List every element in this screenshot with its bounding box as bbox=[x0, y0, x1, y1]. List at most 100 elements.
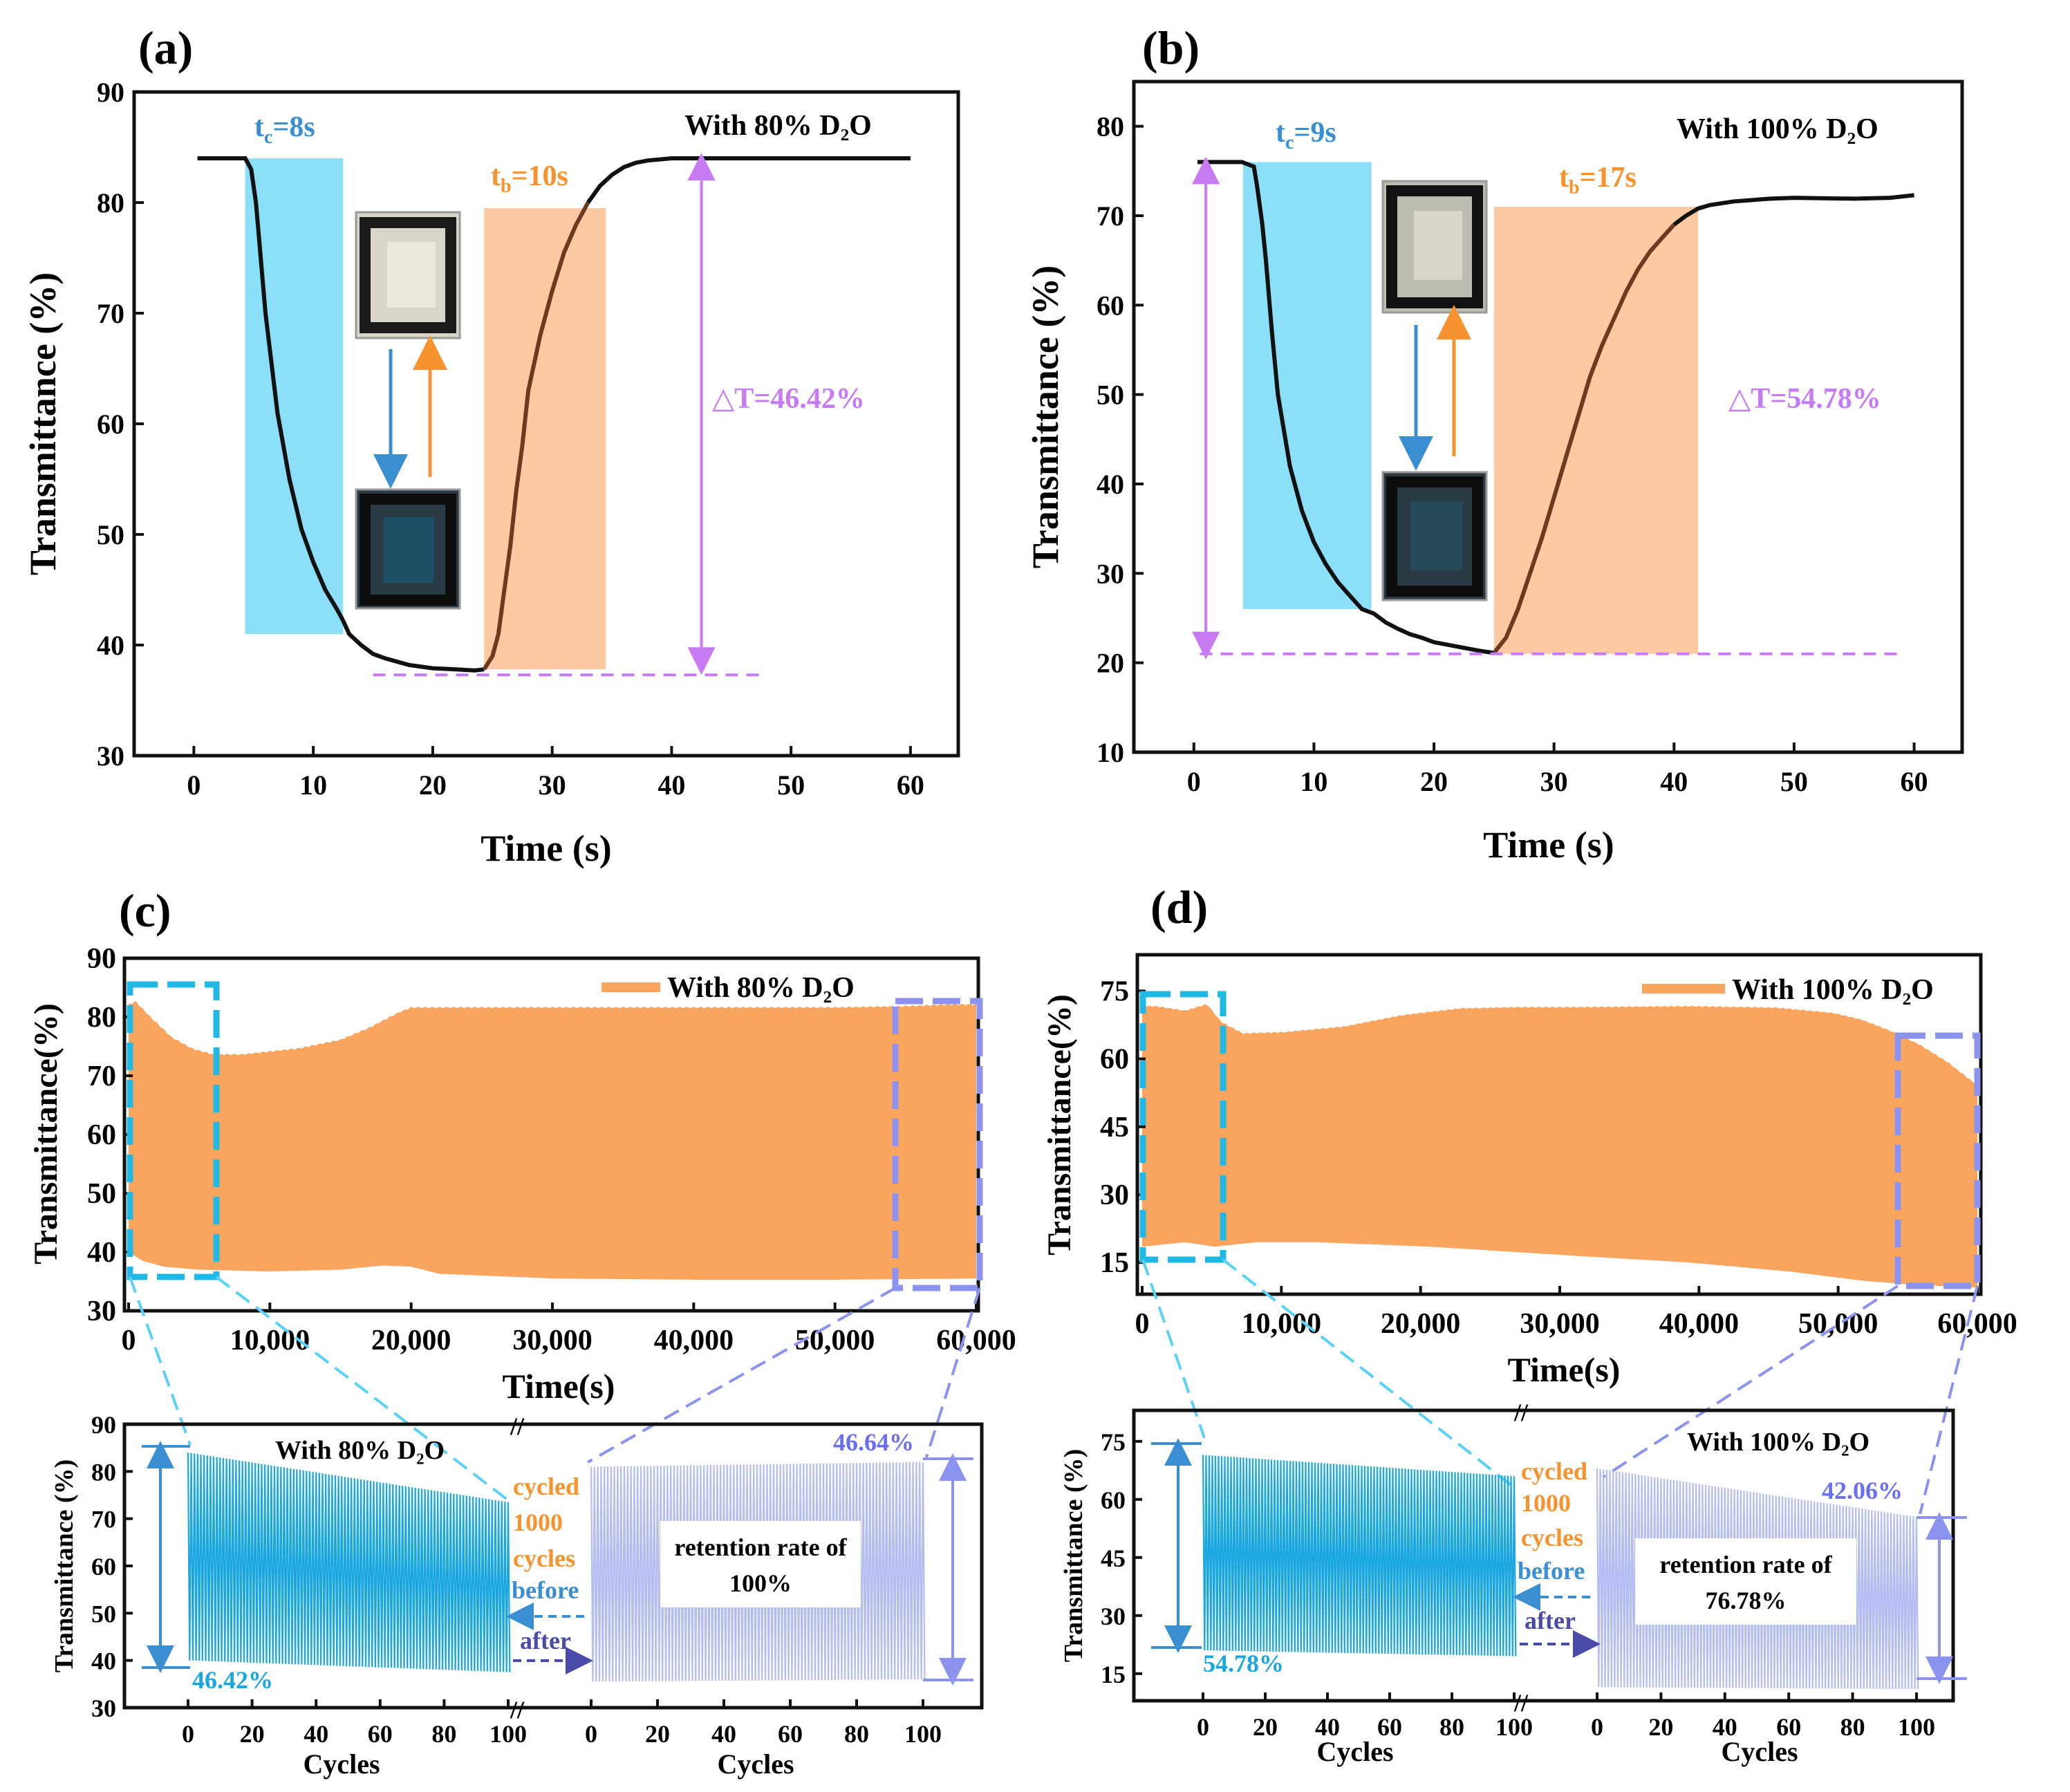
panel-c-inset-xlabel-right: Cycles bbox=[717, 1748, 794, 1780]
panel-d-axis-break: // bbox=[1513, 1689, 1529, 1717]
panel-d-xlabel: Time(s) bbox=[1508, 1350, 1621, 1389]
panel-c-connector bbox=[215, 1276, 510, 1502]
y-tick-label: 30 bbox=[91, 1695, 116, 1722]
panel-d-inset-cycled: 1000 bbox=[1521, 1489, 1571, 1517]
x-tick-label: 40 bbox=[304, 1720, 328, 1748]
x-tick-label: 80 bbox=[844, 1720, 869, 1748]
panel-d-inset-legend: With 100% D₂O bbox=[1687, 1428, 1869, 1457]
y-tick-label: 30 bbox=[97, 740, 124, 772]
panel-d-inset-xlabel-left: Cycles bbox=[1316, 1736, 1393, 1767]
y-tick-label: 45 bbox=[1100, 1112, 1129, 1144]
panel-a: (a) 30 40 50 60 70 80 90 0 10 20 30 40 50 60 With 80%… bbox=[22, 21, 960, 869]
y-tick-label: 60 bbox=[91, 1553, 116, 1580]
panel-d-label: (d) bbox=[1150, 881, 1208, 933]
panel-d-connector bbox=[1919, 1285, 1979, 1515]
panel-d-cycling-band bbox=[1142, 1004, 1977, 1288]
x-tick-label: 50,000 bbox=[1798, 1308, 1878, 1340]
panel-b-xlabel: Time (s) bbox=[1483, 824, 1614, 866]
panel-d-inset-before: before bbox=[1518, 1557, 1585, 1585]
y-tick-label: 60 bbox=[97, 409, 124, 440]
y-tick-label: 15 bbox=[1101, 1661, 1126, 1688]
x-tick-label: 20 bbox=[1253, 1713, 1278, 1741]
y-tick-label: 15 bbox=[1100, 1247, 1129, 1279]
x-tick-label: 40 bbox=[1713, 1713, 1737, 1741]
y-tick-label: 45 bbox=[1101, 1544, 1126, 1572]
y-tick-label: 50 bbox=[87, 1178, 116, 1210]
y-tick-label: 50 bbox=[91, 1600, 116, 1627]
x-tick-label: 20 bbox=[1648, 1713, 1673, 1741]
panel-c-connector bbox=[925, 1287, 981, 1458]
x-tick-label: 30 bbox=[1540, 766, 1568, 797]
y-tick-label: 30 bbox=[1101, 1603, 1126, 1630]
panel-d-inset-retention-box bbox=[1635, 1538, 1856, 1625]
panel-c-inset-retention: retention rate of bbox=[674, 1533, 847, 1561]
x-tick-label: 20 bbox=[419, 769, 447, 801]
x-tick-label: 60 bbox=[897, 769, 924, 801]
x-tick-label: 30,000 bbox=[512, 1325, 593, 1356]
y-tick-label: 70 bbox=[91, 1506, 116, 1533]
x-tick-label: 0 bbox=[122, 1325, 136, 1356]
panel-c-inset-legend: With 80% D₂O bbox=[275, 1436, 445, 1465]
y-tick-label: 20 bbox=[1097, 648, 1124, 679]
panel-c-inset-ylabel: Transmittance (%) bbox=[50, 1459, 79, 1673]
panel-c-inset-cycled: 1000 bbox=[513, 1509, 563, 1536]
y-tick-label: 75 bbox=[1101, 1428, 1126, 1456]
y-tick-label: 40 bbox=[97, 630, 124, 661]
before-cycles-trace bbox=[187, 1452, 511, 1672]
x-tick-label: 10 bbox=[1300, 766, 1327, 797]
x-tick-label: 60 bbox=[368, 1720, 393, 1748]
device-photo-icon bbox=[1381, 471, 1488, 601]
y-tick-label: 70 bbox=[87, 1061, 116, 1092]
x-tick-label: 10,000 bbox=[230, 1325, 310, 1356]
panel-a-tb-label: tb=10s bbox=[491, 160, 568, 197]
panel-b: (b) 10 20 30 40 50 60 70 80 0 10 20 30 40 50 60 With 1… bbox=[1025, 21, 1964, 866]
panel-b-label: (b) bbox=[1142, 21, 1200, 74]
panel-a-shaded-regions bbox=[245, 158, 606, 670]
panel-b-ylabel: Transmittance (%) bbox=[1025, 265, 1066, 568]
panel-c-inset-retention: 100% bbox=[729, 1569, 792, 1597]
y-tick-label: 90 bbox=[87, 943, 116, 975]
x-tick-label: 0 bbox=[1591, 1713, 1603, 1741]
x-tick-label: 10 bbox=[299, 769, 327, 801]
x-tick-label: 100 bbox=[489, 1720, 527, 1748]
panel-c-legend: With 80% D₂O bbox=[667, 972, 855, 1004]
y-tick-label: 10 bbox=[1097, 737, 1124, 768]
panel-d-connector bbox=[1222, 1258, 1514, 1488]
x-tick-label: 20 bbox=[1420, 766, 1448, 797]
panel-d-ticks: 15 30 45 60 75 0 10,000 20,000 30,000 40,000 50,00… bbox=[1100, 976, 2017, 1340]
y-tick-label: 70 bbox=[1097, 200, 1124, 232]
panel-c-inset-right-delta: 46.64% bbox=[833, 1428, 914, 1456]
x-tick-label: 50 bbox=[777, 769, 805, 801]
device-photo-icon bbox=[1381, 180, 1488, 314]
x-tick-label: 20 bbox=[240, 1720, 265, 1748]
panel-d-connector bbox=[1601, 1285, 1899, 1479]
x-tick-label: 20 bbox=[645, 1720, 670, 1748]
x-tick-label: 60 bbox=[1377, 1713, 1402, 1741]
y-tick-label: 75 bbox=[1100, 976, 1129, 1007]
y-tick-label: 80 bbox=[91, 1458, 116, 1486]
panel-d-zoom-box-first bbox=[1139, 991, 1227, 1263]
x-tick-label: 0 bbox=[1187, 766, 1201, 797]
panel-a-legend: With 80% D₂O bbox=[684, 110, 872, 142]
panel-b-series-line bbox=[1197, 160, 1914, 655]
panel-d-ylabel: Transmittance(%) bbox=[1041, 994, 1078, 1256]
y-tick-label: 80 bbox=[87, 1002, 116, 1034]
panel-d-inset-frame bbox=[1132, 1408, 1955, 1703]
x-tick-label: 60 bbox=[778, 1720, 803, 1748]
panel-a-ylabel: Transmittance (%) bbox=[22, 272, 64, 575]
y-tick-label: 30 bbox=[1097, 558, 1124, 589]
x-tick-label: 80 bbox=[1439, 1713, 1464, 1741]
y-tick-label: 30 bbox=[1100, 1179, 1129, 1211]
panel-b-delta-label: △T=54.78% bbox=[1728, 383, 1881, 415]
panel-c-zoom-box-first bbox=[127, 981, 220, 1280]
panel-a-delta-label: △T=46.42% bbox=[712, 383, 865, 415]
panel-d-inset-after: after bbox=[1524, 1607, 1576, 1634]
panel-c-ylabel: Transmittance(%) bbox=[28, 1003, 64, 1264]
y-tick-label: 30 bbox=[87, 1296, 116, 1327]
x-tick-label: 80 bbox=[1840, 1713, 1865, 1741]
y-tick-label: 90 bbox=[91, 1411, 116, 1439]
panel-c-inset-cycled: cycled bbox=[513, 1473, 579, 1500]
panel-c-axis-break: // bbox=[510, 1412, 525, 1440]
